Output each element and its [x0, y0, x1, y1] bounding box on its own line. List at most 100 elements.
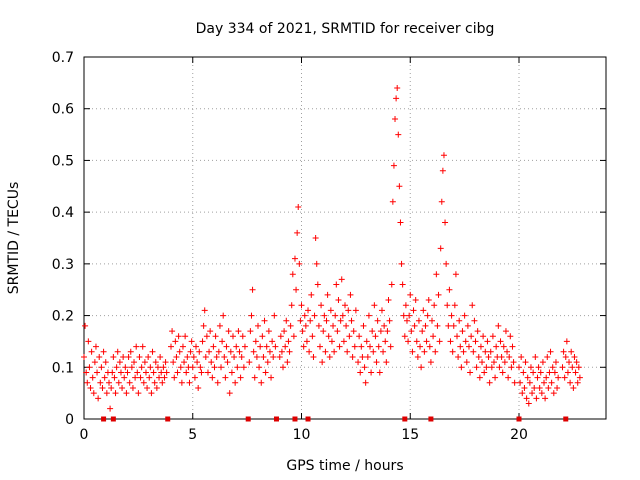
data-point	[201, 307, 208, 314]
data-point	[129, 384, 136, 391]
data-point	[429, 317, 435, 324]
data-point	[89, 374, 96, 381]
data-point	[297, 317, 304, 324]
data-point	[115, 379, 122, 386]
y-tick-label: 0.7	[52, 50, 74, 66]
data-point	[573, 359, 580, 366]
data-point	[486, 379, 493, 386]
y-tick-label: 0.4	[52, 205, 74, 221]
data-point	[90, 390, 97, 397]
data-point	[473, 364, 480, 371]
data-point	[549, 364, 556, 371]
data-point	[308, 291, 315, 298]
data-point	[414, 353, 421, 360]
data-point	[485, 353, 492, 360]
data-point	[517, 379, 524, 386]
data-point	[481, 369, 488, 376]
data-point	[270, 353, 277, 360]
data-point	[331, 348, 338, 355]
data-point	[218, 364, 225, 371]
data-point	[459, 328, 466, 335]
data-point	[418, 364, 425, 371]
data-point	[345, 307, 352, 314]
data-point	[363, 338, 370, 345]
data-point	[324, 291, 331, 298]
data-point	[281, 328, 288, 335]
data-point	[289, 271, 296, 278]
data-point	[278, 348, 285, 355]
data-point	[575, 364, 582, 371]
data-point	[124, 369, 131, 376]
data-point	[87, 384, 94, 391]
data-point	[283, 317, 290, 324]
data-point	[248, 312, 255, 319]
data-point	[295, 203, 302, 210]
data-point	[471, 317, 478, 324]
data-point	[140, 379, 147, 386]
data-point	[94, 369, 101, 376]
data-point	[369, 328, 376, 335]
data-point	[498, 353, 505, 360]
data-point	[326, 353, 333, 360]
data-point	[460, 348, 467, 355]
data-point	[448, 312, 455, 319]
data-point	[144, 384, 151, 391]
data-point	[253, 353, 260, 360]
data-point	[97, 379, 104, 386]
data-point	[344, 348, 351, 355]
data-point	[343, 322, 350, 329]
data-point	[135, 390, 142, 397]
data-point	[109, 369, 116, 376]
data-point	[405, 338, 412, 345]
data-point	[120, 353, 127, 360]
data-point	[445, 322, 452, 329]
data-point	[365, 312, 372, 319]
data-point	[309, 333, 316, 340]
data-point	[95, 395, 102, 402]
data-point	[372, 333, 379, 340]
data-point	[151, 379, 158, 386]
data-point	[288, 302, 295, 309]
y-tick-label: 0.2	[52, 309, 74, 325]
data-point	[146, 374, 153, 381]
data-point	[402, 302, 409, 309]
data-point	[119, 384, 126, 391]
data-point	[162, 359, 169, 366]
data-point	[238, 353, 245, 360]
data-point	[435, 291, 442, 298]
data-point	[475, 353, 482, 360]
data-point	[408, 328, 415, 335]
x-axis-marker	[516, 416, 522, 422]
data-point	[544, 353, 551, 360]
data-point	[223, 343, 230, 350]
data-point	[182, 333, 189, 340]
data-point	[541, 379, 548, 386]
data-point	[302, 322, 309, 329]
data-point	[179, 343, 186, 350]
data-point	[280, 364, 287, 371]
data-point	[550, 390, 557, 397]
data-point	[211, 364, 218, 371]
data-point	[337, 317, 344, 324]
data-point	[533, 395, 540, 402]
data-point	[383, 359, 390, 366]
data-point	[228, 369, 235, 376]
data-point	[510, 359, 517, 366]
data-point	[327, 307, 334, 314]
data-point	[153, 384, 160, 391]
data-point	[298, 302, 305, 309]
data-point	[495, 322, 502, 329]
data-point	[545, 384, 552, 391]
data-point	[423, 338, 430, 345]
data-point	[259, 333, 266, 340]
data-point	[507, 333, 514, 340]
data-point	[113, 364, 120, 371]
data-point	[196, 348, 203, 355]
data-point	[499, 369, 506, 376]
data-point	[187, 348, 194, 355]
y-tick-label: 0.3	[52, 257, 74, 273]
data-point	[534, 374, 541, 381]
data-point	[559, 364, 566, 371]
data-point	[482, 348, 489, 355]
data-point	[437, 245, 444, 252]
